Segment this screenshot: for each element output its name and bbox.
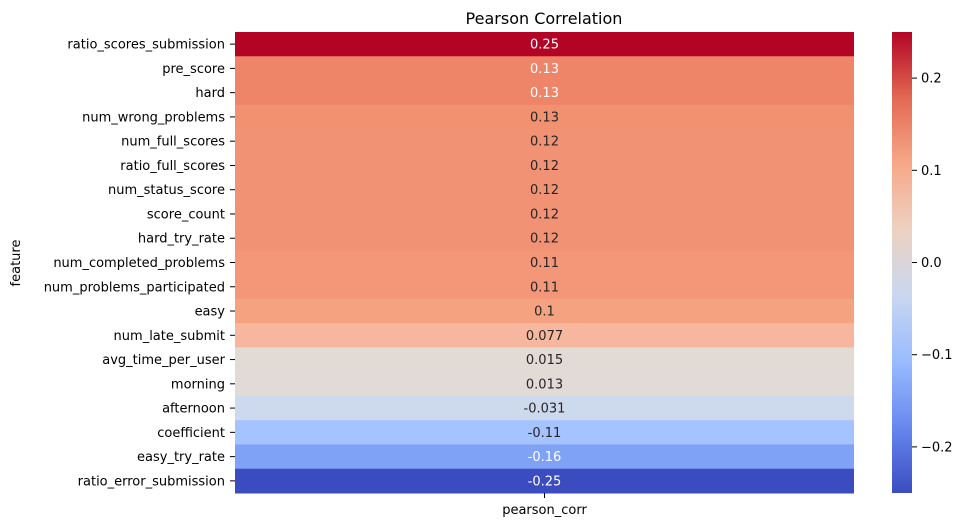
heatmap-cell xyxy=(235,420,854,445)
x-axis-ticks: pearson_corr xyxy=(502,493,587,518)
x-tick-label: pearson_corr xyxy=(502,503,587,518)
cell-value-label: -0.11 xyxy=(528,426,562,441)
y-tick-label: num_full_scores xyxy=(121,135,225,150)
y-tick-label: num_late_submit xyxy=(114,329,225,344)
heatmap-value-labels: 0.25 0.13 0.13 0.13 0.12 0.12 0.12 0.12 0.12 0.11… xyxy=(524,38,566,490)
heatmap-cell xyxy=(235,80,854,106)
y-tick-label: morning xyxy=(171,377,225,392)
y-tick-label: coefficient xyxy=(157,426,225,441)
colorbar-tick-label: 0.1 xyxy=(921,164,942,179)
y-tick-label: easy xyxy=(195,305,226,320)
y-tick-label: num_wrong_problems xyxy=(82,110,225,125)
cell-value-label: 0.25 xyxy=(530,38,559,53)
heatmap-cell xyxy=(235,201,854,227)
cell-value-label: 0.12 xyxy=(530,159,559,174)
heatmap-cell xyxy=(235,56,854,82)
y-tick-label: num_problems_participated xyxy=(44,280,225,295)
colorbar-ticks: 0.2 0.1 0.0 −0.1 −0.2 xyxy=(912,72,953,455)
colorbar-tick-label: 0.0 xyxy=(921,256,942,271)
cell-value-label: 0.13 xyxy=(530,110,559,125)
y-tick-label: hard xyxy=(195,86,225,101)
y-tick-label: ratio_full_scores xyxy=(120,159,225,174)
cell-value-label: 0.1 xyxy=(534,305,555,320)
cell-value-label: -0.031 xyxy=(524,402,566,417)
heatmap-cell xyxy=(235,395,854,421)
y-tick-label: pre_score xyxy=(162,62,225,77)
colorbar-tick-label: −0.2 xyxy=(921,440,953,455)
heatmap-cell xyxy=(235,468,854,494)
cell-value-label: 0.12 xyxy=(530,183,559,198)
cell-value-label: 0.13 xyxy=(530,62,559,77)
cell-value-label: 0.015 xyxy=(526,353,563,368)
heatmap-cell xyxy=(235,104,854,130)
cell-value-label: 0.12 xyxy=(530,135,559,150)
chart-title: Pearson Correlation xyxy=(466,9,623,28)
cell-value-label: -0.25 xyxy=(528,474,562,489)
cell-value-label: 0.12 xyxy=(530,232,559,247)
y-tick-label: avg_time_per_user xyxy=(102,353,225,368)
y-tick-label: hard_try_rate xyxy=(138,232,225,247)
cell-value-label: 0.077 xyxy=(526,329,563,344)
y-tick-label: afternoon xyxy=(162,402,225,417)
cell-value-label: 0.11 xyxy=(530,256,559,271)
heatmap-cell xyxy=(235,32,854,57)
heatmap-cell xyxy=(235,371,854,397)
y-tick-label: num_completed_problems xyxy=(53,256,225,271)
heatmap-cell xyxy=(235,153,854,179)
cell-value-label: 0.013 xyxy=(526,377,563,392)
y-axis-label: feature xyxy=(9,240,24,287)
heatmap-cell xyxy=(235,226,854,251)
cell-value-label: 0.11 xyxy=(530,280,559,295)
heatmap-cell xyxy=(235,177,854,203)
cell-value-label: 0.12 xyxy=(530,207,559,222)
y-tick-label: num_status_score xyxy=(108,183,225,198)
cell-value-label: -0.16 xyxy=(528,450,562,465)
colorbar-tick-label: 0.2 xyxy=(921,72,942,87)
colorbar-tick-label: −0.1 xyxy=(921,348,953,363)
cell-value-label: 0.13 xyxy=(530,86,559,101)
heatmap-cell xyxy=(235,347,854,373)
y-tick-label: ratio_scores_submission xyxy=(67,38,225,53)
heatmap-cell xyxy=(235,129,854,154)
y-tick-label: ratio_error_submission xyxy=(78,474,225,489)
heatmap-cell xyxy=(235,250,854,276)
y-tick-label: score_count xyxy=(147,207,225,222)
heatmap-cell xyxy=(235,323,854,348)
heatmap-cell xyxy=(235,298,854,324)
heatmap-cell xyxy=(235,444,854,470)
y-tick-label: easy_try_rate xyxy=(137,450,225,465)
heatmap-cell xyxy=(235,274,854,300)
heatmap-cells xyxy=(235,32,854,494)
colorbar xyxy=(892,32,912,493)
